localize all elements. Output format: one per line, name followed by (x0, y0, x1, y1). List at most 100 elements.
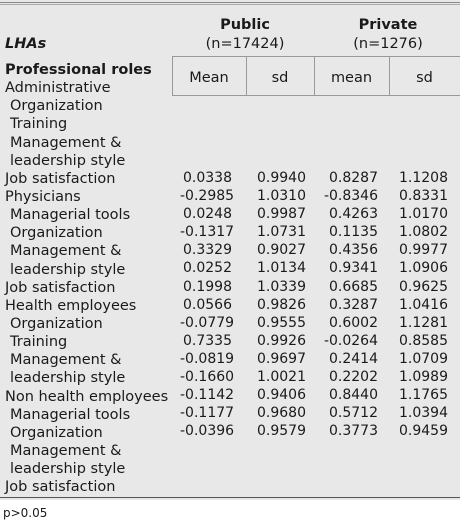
row-label: Job satisfaction (5, 479, 116, 496)
public-sd-cell: 0.9406 (257, 387, 306, 404)
subheader-rule (172, 95, 460, 96)
public-sd-cell: 0.9826 (257, 296, 306, 313)
private-mean-cell: 0.1135 (329, 224, 378, 241)
private-sd-cell: 1.0170 (399, 206, 448, 223)
private-sd-cell: 0.8585 (399, 332, 448, 349)
private-mean-cell: 0.5712 (329, 405, 378, 422)
public-sd-cell: 1.0134 (257, 260, 306, 277)
row-label: Health employees (5, 297, 137, 314)
private-sd-cell: 1.1281 (399, 314, 448, 331)
public-sd-cell: 1.0310 (257, 188, 306, 205)
public-mean-cell: -0.1142 (180, 387, 235, 404)
private-mean-column: 0.8287 -0.8346 0.4263 0.1135 0.4356 0.9341 0.6… (322, 169, 378, 440)
public-mean-cell: -0.0396 (180, 423, 235, 440)
private-mean-cell: 0.8440 (329, 387, 378, 404)
public-sd-cell: 1.0731 (257, 224, 306, 241)
col-header-private-sd: sd (416, 70, 433, 86)
row-label: Management & (10, 442, 122, 459)
private-sd-cell: 1.0906 (399, 260, 448, 277)
table-bottom-rule (0, 497, 460, 498)
private-mean-cell: 0.2202 (329, 369, 378, 386)
private-sd-cell: 1.0989 (399, 369, 448, 386)
private-mean-cell: 0.9341 (329, 260, 378, 277)
row-label: Management & (10, 352, 122, 369)
private-sd-cell: 1.1208 (399, 170, 448, 186)
row-label: leadership style (10, 461, 126, 478)
row-label: Training (10, 334, 68, 351)
private-mean-cell: 0.2414 (329, 350, 378, 367)
row-label: Job satisfaction (5, 279, 116, 296)
private-mean-cell: -0.8346 (323, 188, 378, 205)
public-mean-cell: 0.3329 (183, 242, 232, 259)
public-sd-cell: 0.9555 (257, 314, 306, 331)
public-mean-cell: 0.0252 (183, 260, 232, 277)
public-mean-cell: -0.1317 (180, 224, 235, 241)
private-group-label: Private (358, 17, 418, 33)
private-sd-cell: 1.1765 (399, 387, 448, 404)
public-sd-column: 0.9940 1.0310 0.9987 1.0731 0.9027 1.0134 1.03… (250, 169, 306, 440)
private-mean-cell: 0.3287 (329, 296, 378, 313)
private-sd-cell: 1.0802 (399, 224, 448, 241)
row-label: leadership style (10, 261, 126, 278)
private-mean-cell: 0.8287 (329, 170, 378, 186)
public-sd-cell: 0.9697 (257, 350, 306, 367)
public-mean-cell: 0.1998 (183, 278, 232, 295)
row-label: Organization (10, 315, 103, 332)
col-header-public-mean: Mean (189, 70, 229, 86)
public-mean-cell: -0.0779 (180, 314, 235, 331)
private-sd-column: 1.1208 0.8331 1.0170 1.0802 0.9977 1.0906 0.96… (394, 169, 448, 440)
footnote: p>0.05 (3, 506, 48, 520)
row-label: Professional roles (5, 62, 152, 78)
private-sd-cell: 1.0709 (399, 350, 448, 367)
row-label: Management & (10, 134, 122, 151)
table-top-rule-2 (0, 4, 460, 5)
public-sd-cell: 0.9027 (257, 242, 306, 259)
header-divider-4 (389, 57, 390, 95)
private-sd-cell: 1.0394 (399, 405, 448, 422)
private-mean-cell: 0.6685 (329, 278, 378, 295)
private-n-label: (n=1276) (353, 36, 423, 52)
public-mean-cell: 0.7335 (183, 332, 232, 349)
public-mean-cell: 0.0338 (183, 170, 232, 186)
public-mean-cell: -0.0819 (180, 350, 235, 367)
public-sd-cell: 0.9680 (257, 405, 306, 422)
row-label: Job satisfaction (5, 170, 116, 187)
public-sd-cell: 0.9926 (257, 332, 306, 349)
table-top-rule (0, 2, 460, 3)
private-mean-cell: 0.3773 (329, 423, 378, 440)
header-divider-1 (172, 57, 173, 95)
row-label: Non health employees (5, 388, 169, 405)
row-label: Managerial tools (10, 406, 131, 423)
table-panel (0, 0, 460, 500)
public-mean-cell: -0.2985 (180, 188, 235, 205)
public-mean-cell: 0.0566 (183, 296, 232, 313)
row-label: leadership style (10, 370, 126, 387)
col-header-public-sd: sd (271, 70, 289, 86)
lhas-label: LHAs (5, 36, 47, 52)
private-sd-cell: 0.9459 (399, 423, 448, 440)
public-sd-cell: 1.0021 (257, 369, 306, 386)
private-sd-cell: 0.9977 (399, 242, 448, 259)
private-mean-cell: 0.6002 (329, 314, 378, 331)
row-label: leadership style (10, 152, 126, 169)
private-sd-cell: 1.0416 (399, 296, 448, 313)
row-label: Organization (10, 424, 103, 441)
row-label: Administrative (5, 80, 111, 97)
public-group-label: Public (220, 17, 270, 33)
private-mean-cell: 0.4356 (329, 242, 378, 259)
public-mean-cell: -0.1660 (180, 369, 235, 386)
public-mean-column: 0.0338 -0.2985 0.0248 -0.1317 0.3329 0.0252 0.… (180, 169, 235, 440)
public-sd-cell: 0.9987 (257, 206, 306, 223)
header-divider-2 (246, 57, 247, 95)
private-sd-cell: 0.8331 (399, 188, 448, 205)
row-label: Managerial tools (10, 207, 131, 224)
row-label: Training (10, 116, 68, 133)
public-mean-cell: -0.1177 (180, 405, 235, 422)
row-labels: Professional roles Administrative Organiza… (5, 61, 168, 496)
private-mean-cell: 0.4263 (329, 206, 378, 223)
private-mean-cell: -0.0264 (323, 332, 378, 349)
row-label: Organization (10, 98, 103, 115)
row-label: Management & (10, 243, 122, 260)
private-sd-cell: 0.9625 (399, 278, 448, 295)
public-n-label: (n=17424) (205, 36, 285, 52)
